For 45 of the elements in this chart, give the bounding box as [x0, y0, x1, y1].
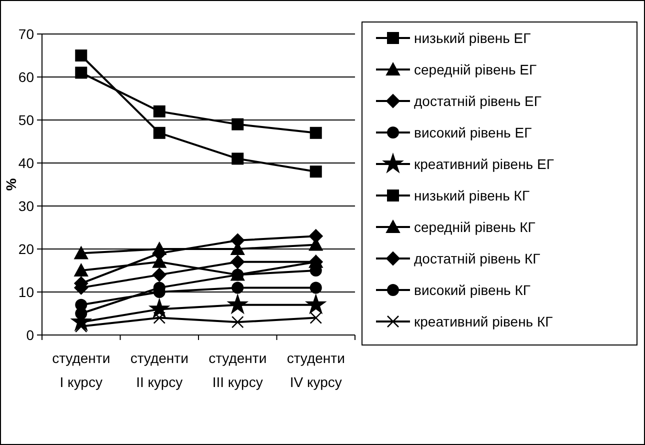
point: [310, 312, 322, 324]
y-axis-title: %: [3, 178, 19, 191]
point: [149, 298, 170, 318]
y-tick-label: 30: [18, 198, 34, 214]
point: [75, 298, 88, 311]
y-tick-label: 10: [18, 284, 34, 300]
x-tick-label: студенти III курсу: [208, 350, 267, 390]
point: [74, 264, 88, 276]
point: [231, 316, 244, 328]
point: [232, 282, 244, 294]
point: [306, 294, 326, 314]
point: [310, 282, 322, 294]
legend-label: креативний рівень КГ: [414, 313, 554, 330]
legend-label: середній рівень ЕГ: [414, 61, 537, 78]
legend-label: низький рівень ЕГ: [414, 30, 532, 46]
point: [310, 126, 322, 139]
legend-label: середній рівень КГ: [414, 218, 536, 235]
y-tick-label: 60: [18, 68, 34, 85]
y-tick-label: 50: [18, 112, 34, 128]
point: [153, 312, 166, 324]
point: [152, 242, 166, 255]
point: [75, 66, 88, 79]
legend-label: достатній рівень ЕГ: [414, 92, 542, 109]
legend-label: креативний рівень ЕГ: [414, 156, 554, 172]
legend-label: достатній рівень КГ: [414, 250, 541, 266]
y-tick-label: 70: [18, 26, 34, 42]
y-tick-label: 0: [26, 326, 34, 343]
point: [75, 50, 88, 62]
point: [228, 294, 248, 314]
legend-label: високий рівень ЕГ: [414, 124, 532, 140]
legend-label: низький рівень КГ: [414, 187, 530, 204]
point: [310, 166, 322, 178]
x-tick-label: студенти IV курсу: [286, 350, 345, 390]
point: [232, 118, 244, 130]
y-tick-label: 40: [18, 154, 34, 171]
x-tick-label: студенти I курсу: [52, 350, 110, 390]
point: [232, 152, 244, 165]
y-tick-label: 20: [18, 240, 34, 257]
point: [74, 246, 88, 260]
x-tick-label: студенти II курсу: [130, 350, 188, 390]
point: [152, 268, 166, 282]
point: [230, 254, 245, 269]
point: [153, 126, 166, 139]
point: [153, 105, 166, 118]
legend-label: високий рівень КГ: [414, 282, 531, 298]
